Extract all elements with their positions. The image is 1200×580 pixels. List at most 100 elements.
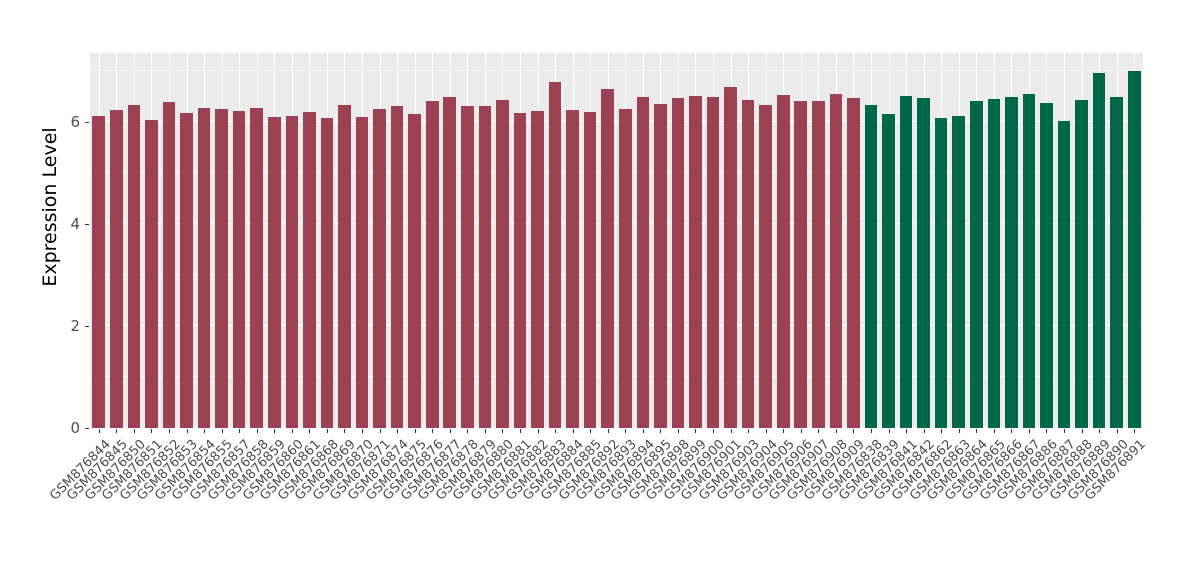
bar: [1075, 100, 1088, 428]
bar: [636, 97, 650, 428]
x-tick-mark: [555, 429, 557, 433]
bar: [548, 82, 562, 428]
x-tick-mark: [309, 429, 311, 433]
bar: [952, 115, 966, 428]
bar: [969, 101, 983, 428]
bar: [917, 98, 930, 428]
bar-series: [90, 53, 1143, 428]
x-tick-mark: [98, 429, 100, 433]
x-tick-mark: [888, 429, 890, 433]
bar: [987, 98, 1001, 428]
bar: [566, 109, 579, 428]
gridline-minor: [90, 69, 1143, 71]
x-tick-mark: [221, 429, 223, 433]
bar: [232, 110, 246, 428]
x-tick-mark: [800, 429, 802, 433]
y-tick-mark: [85, 325, 89, 327]
x-tick-mark: [362, 429, 364, 433]
x-tick-mark: [1028, 429, 1030, 433]
gridline-major: [90, 324, 1143, 326]
x-tick-mark: [923, 429, 925, 433]
bar: [689, 96, 702, 428]
bar: [425, 101, 439, 428]
x-tick-mark: [1064, 429, 1066, 433]
bar: [1092, 72, 1106, 428]
x-tick-mark: [941, 429, 943, 433]
x-tick-mark: [695, 429, 697, 433]
bar: [934, 117, 948, 428]
y-tick-label: 0: [70, 419, 80, 437]
gridline-minor: [90, 273, 1143, 275]
gridline-minor: [90, 171, 1143, 173]
y-axis-title: Expression Level: [39, 127, 61, 287]
y-tick-label: 6: [70, 112, 80, 131]
y-tick-label: 4: [70, 214, 80, 233]
x-tick-mark: [818, 429, 820, 433]
x-tick-mark: [1011, 429, 1013, 433]
x-tick-mark: [133, 429, 135, 433]
bar: [250, 108, 264, 428]
gridline-major: [90, 427, 1143, 428]
x-tick-mark: [432, 429, 434, 433]
x-tick-mark: [1081, 429, 1083, 433]
x-tick-mark: [397, 429, 399, 433]
x-tick-mark: [168, 429, 170, 433]
bar: [583, 112, 597, 428]
bar: [776, 95, 790, 428]
x-tick-mark: [642, 429, 644, 433]
x-tick-mark: [519, 429, 521, 433]
x-tick-mark: [204, 429, 206, 433]
gridline-major: [90, 222, 1143, 224]
y-tick-mark: [85, 223, 89, 225]
bar: [724, 86, 737, 428]
bar: [373, 108, 386, 428]
bar: [1040, 103, 1053, 428]
x-tick-mark: [906, 429, 908, 433]
bar: [461, 106, 474, 428]
x-tick-mark: [870, 429, 872, 433]
bar: [1022, 94, 1036, 428]
x-tick-mark: [484, 429, 486, 433]
gridline-minor: [90, 375, 1143, 377]
bar: [162, 101, 176, 428]
x-tick-mark: [677, 429, 679, 433]
x-tick-mark: [344, 429, 346, 433]
x-tick-mark: [765, 429, 767, 433]
x-tick-mark: [607, 429, 609, 433]
bar: [654, 103, 667, 428]
x-tick-mark: [1134, 429, 1136, 433]
bar: [829, 93, 843, 428]
x-tick-mark: [256, 429, 258, 433]
x-tick-mark: [379, 429, 381, 433]
bar: [145, 120, 158, 428]
x-tick-mark: [326, 429, 328, 433]
plot-panel: [90, 53, 1143, 428]
bar: [671, 98, 685, 428]
bar: [408, 114, 421, 428]
bar: [496, 100, 509, 428]
bar: [197, 108, 211, 428]
bar: [478, 106, 492, 428]
x-tick-mark: [151, 429, 153, 433]
bar: [320, 117, 334, 428]
bar: [513, 113, 527, 428]
x-tick-mark: [993, 429, 995, 433]
bar: [1057, 120, 1071, 428]
x-tick-mark: [186, 429, 188, 433]
y-tick-mark: [85, 121, 89, 123]
bar: [215, 108, 228, 428]
x-tick-mark: [730, 429, 732, 433]
bar: [303, 111, 316, 428]
x-tick-mark: [783, 429, 785, 433]
x-tick-mark: [853, 429, 855, 433]
x-tick-mark: [835, 429, 837, 433]
bar: [355, 116, 369, 428]
gridline-major: [90, 120, 1143, 122]
bar: [180, 113, 193, 428]
bar: [1110, 97, 1123, 428]
x-tick-mark: [748, 429, 750, 433]
bar: [759, 104, 772, 428]
x-tick-mark: [502, 429, 504, 433]
x-tick-mark: [537, 429, 539, 433]
